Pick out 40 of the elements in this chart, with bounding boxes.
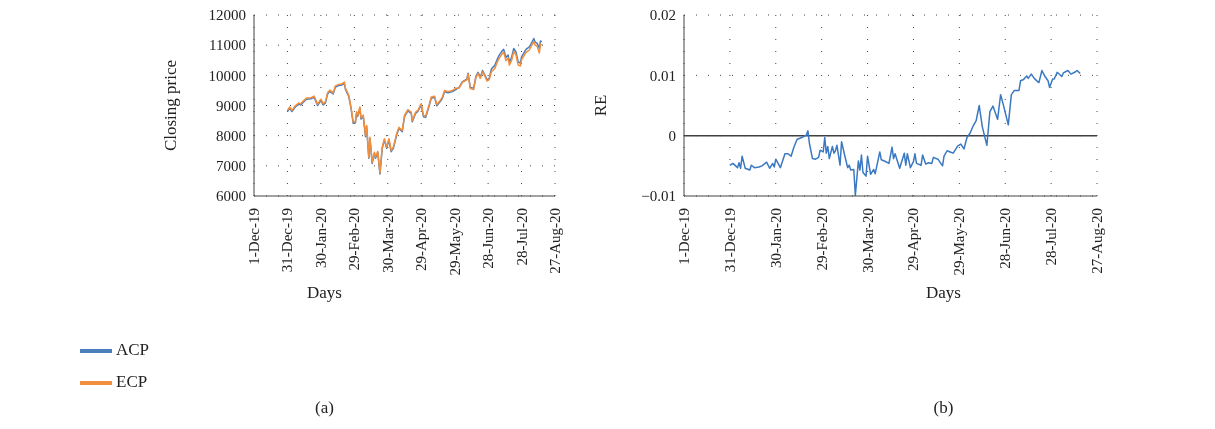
x-tick-label: 29-Feb-20	[346, 208, 363, 271]
y-axis-title: RE	[591, 94, 611, 117]
y-tick-label: 7000	[216, 158, 246, 175]
x-tick-label: 28-Jun-20	[997, 208, 1014, 269]
x-tick-label: 28-Jun-20	[480, 208, 497, 269]
x-tick-label: 31-Dec-19	[279, 208, 296, 273]
y-tick-label: 0.02	[649, 7, 676, 24]
y-tick-label: 9000	[216, 97, 246, 114]
x-tick-label: 29-Feb-20	[813, 208, 830, 271]
x-tick-label: 29-Apr-20	[413, 208, 430, 272]
x-tick-label: 27-Aug-20	[1089, 208, 1105, 274]
y-tick-label: 8000	[216, 127, 246, 144]
x-tick-label: 30-Mar-20	[379, 208, 396, 273]
y-tick-label: 0	[668, 127, 676, 144]
x-tick-label: 27-Aug-20	[547, 208, 563, 274]
x-axis-title: Days	[306, 283, 343, 303]
x-tick-label: 28-Jul-20	[1043, 208, 1060, 266]
y-axis-title: Closing price	[161, 59, 181, 152]
x-tick-label: 1-Dec-19	[676, 208, 692, 265]
x-tick-label: 29-May-20	[446, 208, 463, 276]
x-tick-label: 30-Jan-20	[767, 208, 784, 268]
x-tick-label: 28-Jul-20	[513, 208, 530, 266]
legend-label: ACP	[116, 339, 150, 359]
x-tick-label: 29-May-20	[951, 208, 968, 276]
x-axis-title: Days	[925, 283, 962, 303]
text: (a)	[314, 398, 335, 418]
legend-label: ECP	[116, 371, 148, 391]
y-tick-label: 12000	[208, 7, 246, 24]
text: (b)	[932, 398, 955, 418]
y-tick-label: −0.01	[641, 188, 676, 205]
y-tick-label: 6000	[216, 188, 246, 205]
x-tick-label: 30-Jan-20	[312, 208, 329, 268]
x-tick-label: 29-Apr-20	[905, 208, 922, 272]
line-series	[729, 69, 1081, 196]
x-tick-label: 31-Dec-19	[721, 208, 738, 273]
y-tick-label: 10000	[208, 67, 246, 84]
x-tick-label: 30-Mar-20	[859, 208, 876, 273]
y-tick-label: 11000	[209, 37, 246, 54]
y-tick-label: 0.01	[649, 67, 676, 84]
x-tick-label: 1-Dec-19	[246, 208, 262, 265]
